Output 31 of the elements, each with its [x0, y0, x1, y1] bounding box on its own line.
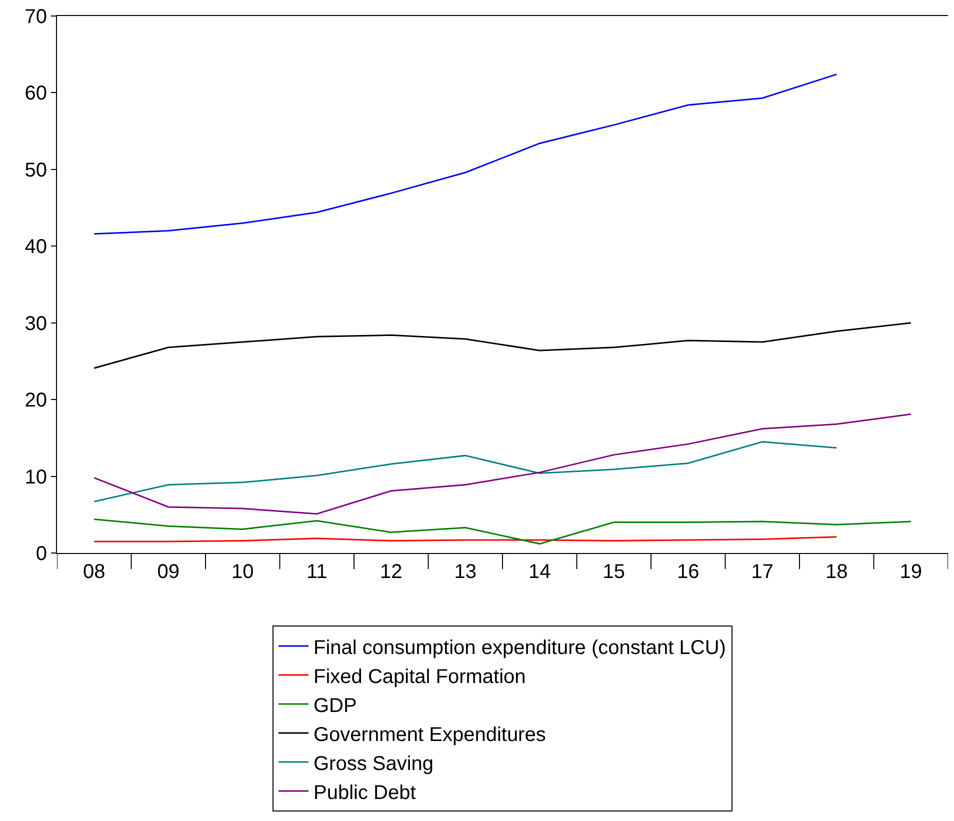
line-series — [93, 322, 912, 369]
x-tick-label: 13 — [454, 561, 477, 583]
x-tick-label: 15 — [602, 561, 626, 583]
y-tick-label: 0 — [36, 543, 47, 565]
y-tick-label: 70 — [24, 6, 47, 28]
x-tick-label: 16 — [677, 561, 700, 583]
line-series — [93, 413, 912, 515]
y-tick-label: 40 — [24, 236, 47, 258]
x-tick-label: 09 — [157, 561, 180, 583]
x-tick-label: 12 — [380, 561, 402, 583]
legend-label: Gross Saving — [314, 752, 434, 775]
x-tick-label: 10 — [232, 561, 254, 583]
x-tick-label: 17 — [751, 561, 774, 583]
y-tick-label: 60 — [24, 82, 47, 105]
y-tick-label: 50 — [24, 159, 47, 182]
x-tick-label: 18 — [826, 561, 848, 583]
line-series — [93, 74, 838, 235]
legend-label: Final consumption expenditure (constant LCU) — [314, 636, 726, 659]
y-tick-label: 10 — [24, 466, 47, 488]
line-series — [93, 441, 838, 502]
x-tick-label: 14 — [528, 561, 551, 583]
legend-label: Fixed Capital Formation — [314, 666, 526, 688]
x-tick-label: 11 — [306, 561, 328, 583]
legend-label: Public Debt — [314, 782, 416, 804]
y-tick-label: 20 — [24, 390, 47, 412]
x-tick-label: 19 — [900, 561, 922, 583]
line-series — [93, 518, 912, 545]
legend-label: Government Expenditures — [314, 724, 546, 746]
legend-label: GDP — [314, 694, 357, 717]
y-tick-label: 30 — [24, 312, 47, 335]
x-tick-label: 08 — [83, 561, 106, 583]
